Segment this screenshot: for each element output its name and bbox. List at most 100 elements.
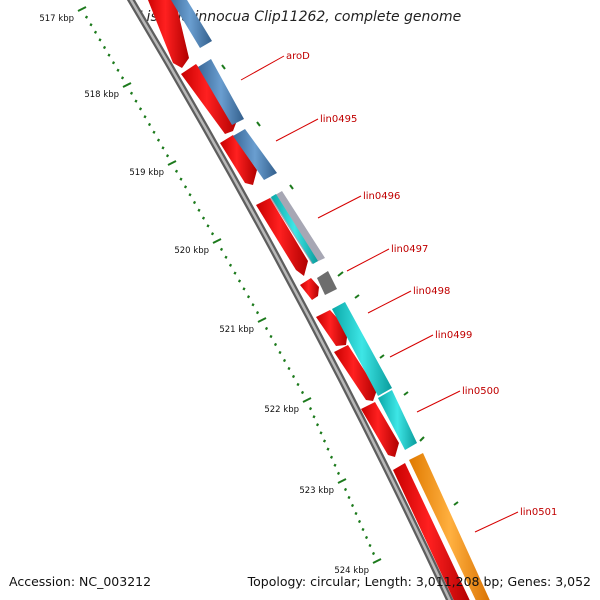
strand-track	[168, 0, 492, 600]
ruler-minor-tick	[161, 146, 165, 150]
blue-feature[interactable]	[198, 59, 244, 125]
ruler-major-tick	[337, 478, 347, 484]
ruler-minor-tick	[315, 423, 320, 427]
gene-label[interactable]: lin0496	[363, 191, 400, 202]
accession-label: Accession: NC_003212	[9, 574, 152, 589]
gene-label-leader	[275, 118, 319, 142]
blue-feature[interactable]	[168, 0, 212, 48]
cyan-feature[interactable]	[378, 390, 417, 450]
cds-feature[interactable]	[300, 278, 319, 300]
ruler-minor-tick	[319, 431, 323, 435]
ruler-minor-tick	[361, 527, 365, 532]
ruler-label: 518 kbp	[84, 90, 119, 100]
ruler-minor-tick	[120, 76, 125, 80]
gene-label-leader	[389, 334, 434, 358]
ruler-minor-tick	[354, 511, 358, 516]
cds-feature[interactable]	[334, 345, 377, 401]
gene-label[interactable]: lin0499	[435, 330, 472, 341]
ruler-minor-tick	[228, 263, 233, 267]
ruler-label: 520 kbp	[174, 246, 209, 256]
ruler-label: 523 kbp	[299, 486, 334, 496]
blue-feature[interactable]	[233, 129, 277, 180]
ruler-major-tick	[212, 238, 222, 244]
ruler-minor-tick	[296, 382, 300, 387]
gene-label-leader	[367, 290, 412, 314]
ruler-minor-tick	[197, 208, 201, 212]
gene-label[interactable]: lin0495	[320, 114, 357, 125]
ruler-minor-tick	[350, 503, 355, 508]
cds-feature[interactable]	[181, 64, 238, 134]
ruler-minor-tick	[84, 15, 89, 19]
ruler-minor-tick	[333, 463, 337, 467]
ruler-minor-tick	[347, 495, 351, 500]
ruler-major-tick	[372, 558, 382, 564]
orange-feature[interactable]	[409, 453, 492, 600]
ruler-minor-tick	[147, 122, 152, 127]
ruler-label: 524 kbp	[334, 566, 369, 576]
ruler-minor-tick	[343, 487, 348, 492]
gene-label-leader	[416, 390, 461, 413]
genome-summary: Topology: circular; Length: 3,011,208 bp…	[247, 574, 591, 589]
gene-label[interactable]: lin0497	[391, 244, 428, 255]
ruler-axis: 517 kbp 518 kbp 519 kbp 520 kbp 521 kbp 522 k…	[39, 6, 382, 576]
ruler-minor-tick	[143, 115, 147, 119]
track-ticks	[221, 64, 459, 506]
ruler-minor-tick	[273, 342, 278, 347]
ruler-minor-tick	[264, 326, 269, 331]
cds-track	[146, 0, 472, 600]
ruler-minor-tick	[89, 23, 93, 27]
cyan-feature[interactable]	[271, 194, 318, 264]
ruler-minor-tick	[291, 374, 296, 379]
ruler-minor-tick	[322, 439, 327, 443]
gene-label-leader	[240, 55, 285, 81]
ruler-label: 517 kbp	[39, 14, 74, 24]
ruler-minor-tick	[219, 247, 224, 252]
ruler-minor-tick	[329, 455, 334, 459]
ruler-minor-tick	[183, 185, 188, 189]
gene-label[interactable]: lin0501	[520, 507, 557, 518]
ruler-minor-tick	[233, 271, 237, 275]
cyan-feature[interactable]	[332, 302, 392, 396]
ruler-minor-tick	[98, 38, 102, 42]
ruler-minor-tick	[174, 169, 179, 173]
ruler-minor-tick	[300, 390, 305, 395]
ruler-major-tick	[302, 397, 312, 403]
grey-feature[interactable]	[317, 271, 337, 295]
ruler-minor-tick	[107, 53, 111, 57]
gene-label[interactable]: lin0498	[413, 286, 450, 297]
genome-backbone	[126, 0, 454, 600]
gene-labels: aroD lin0495 lin0496 lin0497 lin0498 lin0499 l…	[240, 51, 557, 533]
ruler-minor-tick	[255, 310, 260, 315]
ruler-minor-tick	[138, 107, 143, 111]
ruler-minor-tick	[129, 91, 134, 95]
ruler-minor-tick	[165, 154, 170, 158]
ruler-minor-tick	[371, 551, 376, 556]
cds-feature[interactable]	[316, 310, 348, 346]
cds-feature[interactable]	[393, 463, 472, 600]
ruler-minor-tick	[278, 350, 282, 355]
gene-label-leader	[346, 248, 390, 272]
ruler-minor-tick	[116, 68, 120, 72]
ruler-label: 522 kbp	[264, 405, 299, 415]
gene-label[interactable]: aroD	[286, 51, 310, 62]
gene-label-leader	[317, 195, 362, 219]
gene-label-leader	[474, 511, 519, 533]
cds-feature[interactable]	[220, 135, 257, 185]
ruler-minor-tick	[357, 519, 362, 524]
genome-title: Listeria innocua Clip11262, complete gen…	[138, 9, 462, 25]
cds-feature[interactable]	[146, 0, 189, 68]
cds-feature[interactable]	[256, 198, 308, 276]
ruler-minor-tick	[206, 224, 210, 228]
ruler-minor-tick	[246, 295, 251, 299]
ruler-minor-tick	[102, 45, 107, 50]
ruler-minor-tick	[364, 535, 369, 540]
ruler-minor-tick	[192, 200, 197, 205]
gene-label[interactable]: lin0500	[462, 386, 499, 397]
ruler-major-tick	[257, 317, 267, 323]
ruler-minor-tick	[188, 193, 192, 197]
ruler-major-tick	[122, 82, 132, 88]
cds-feature[interactable]	[361, 402, 399, 457]
ruler-minor-tick	[308, 406, 313, 411]
ruler-minor-tick	[312, 415, 316, 419]
